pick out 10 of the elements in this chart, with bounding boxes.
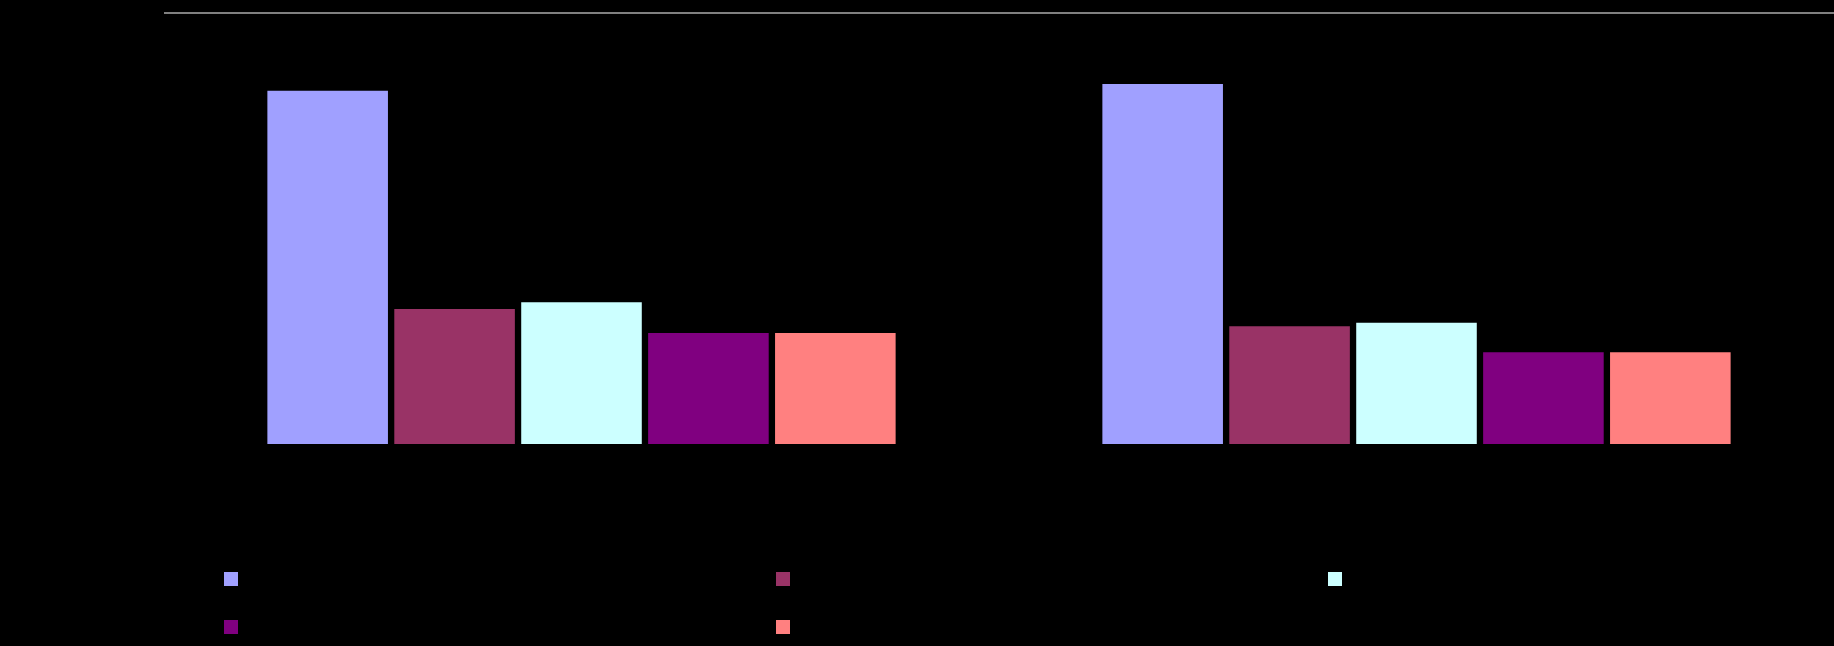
- bar: [1102, 84, 1223, 444]
- bar: [1483, 352, 1604, 444]
- bar: [394, 309, 515, 444]
- bar: [521, 302, 642, 444]
- bar: [648, 333, 769, 444]
- bar: [1610, 352, 1731, 444]
- bar: [1356, 322, 1477, 444]
- bar: [1229, 326, 1350, 444]
- bar: [775, 333, 896, 444]
- bar: [267, 90, 388, 444]
